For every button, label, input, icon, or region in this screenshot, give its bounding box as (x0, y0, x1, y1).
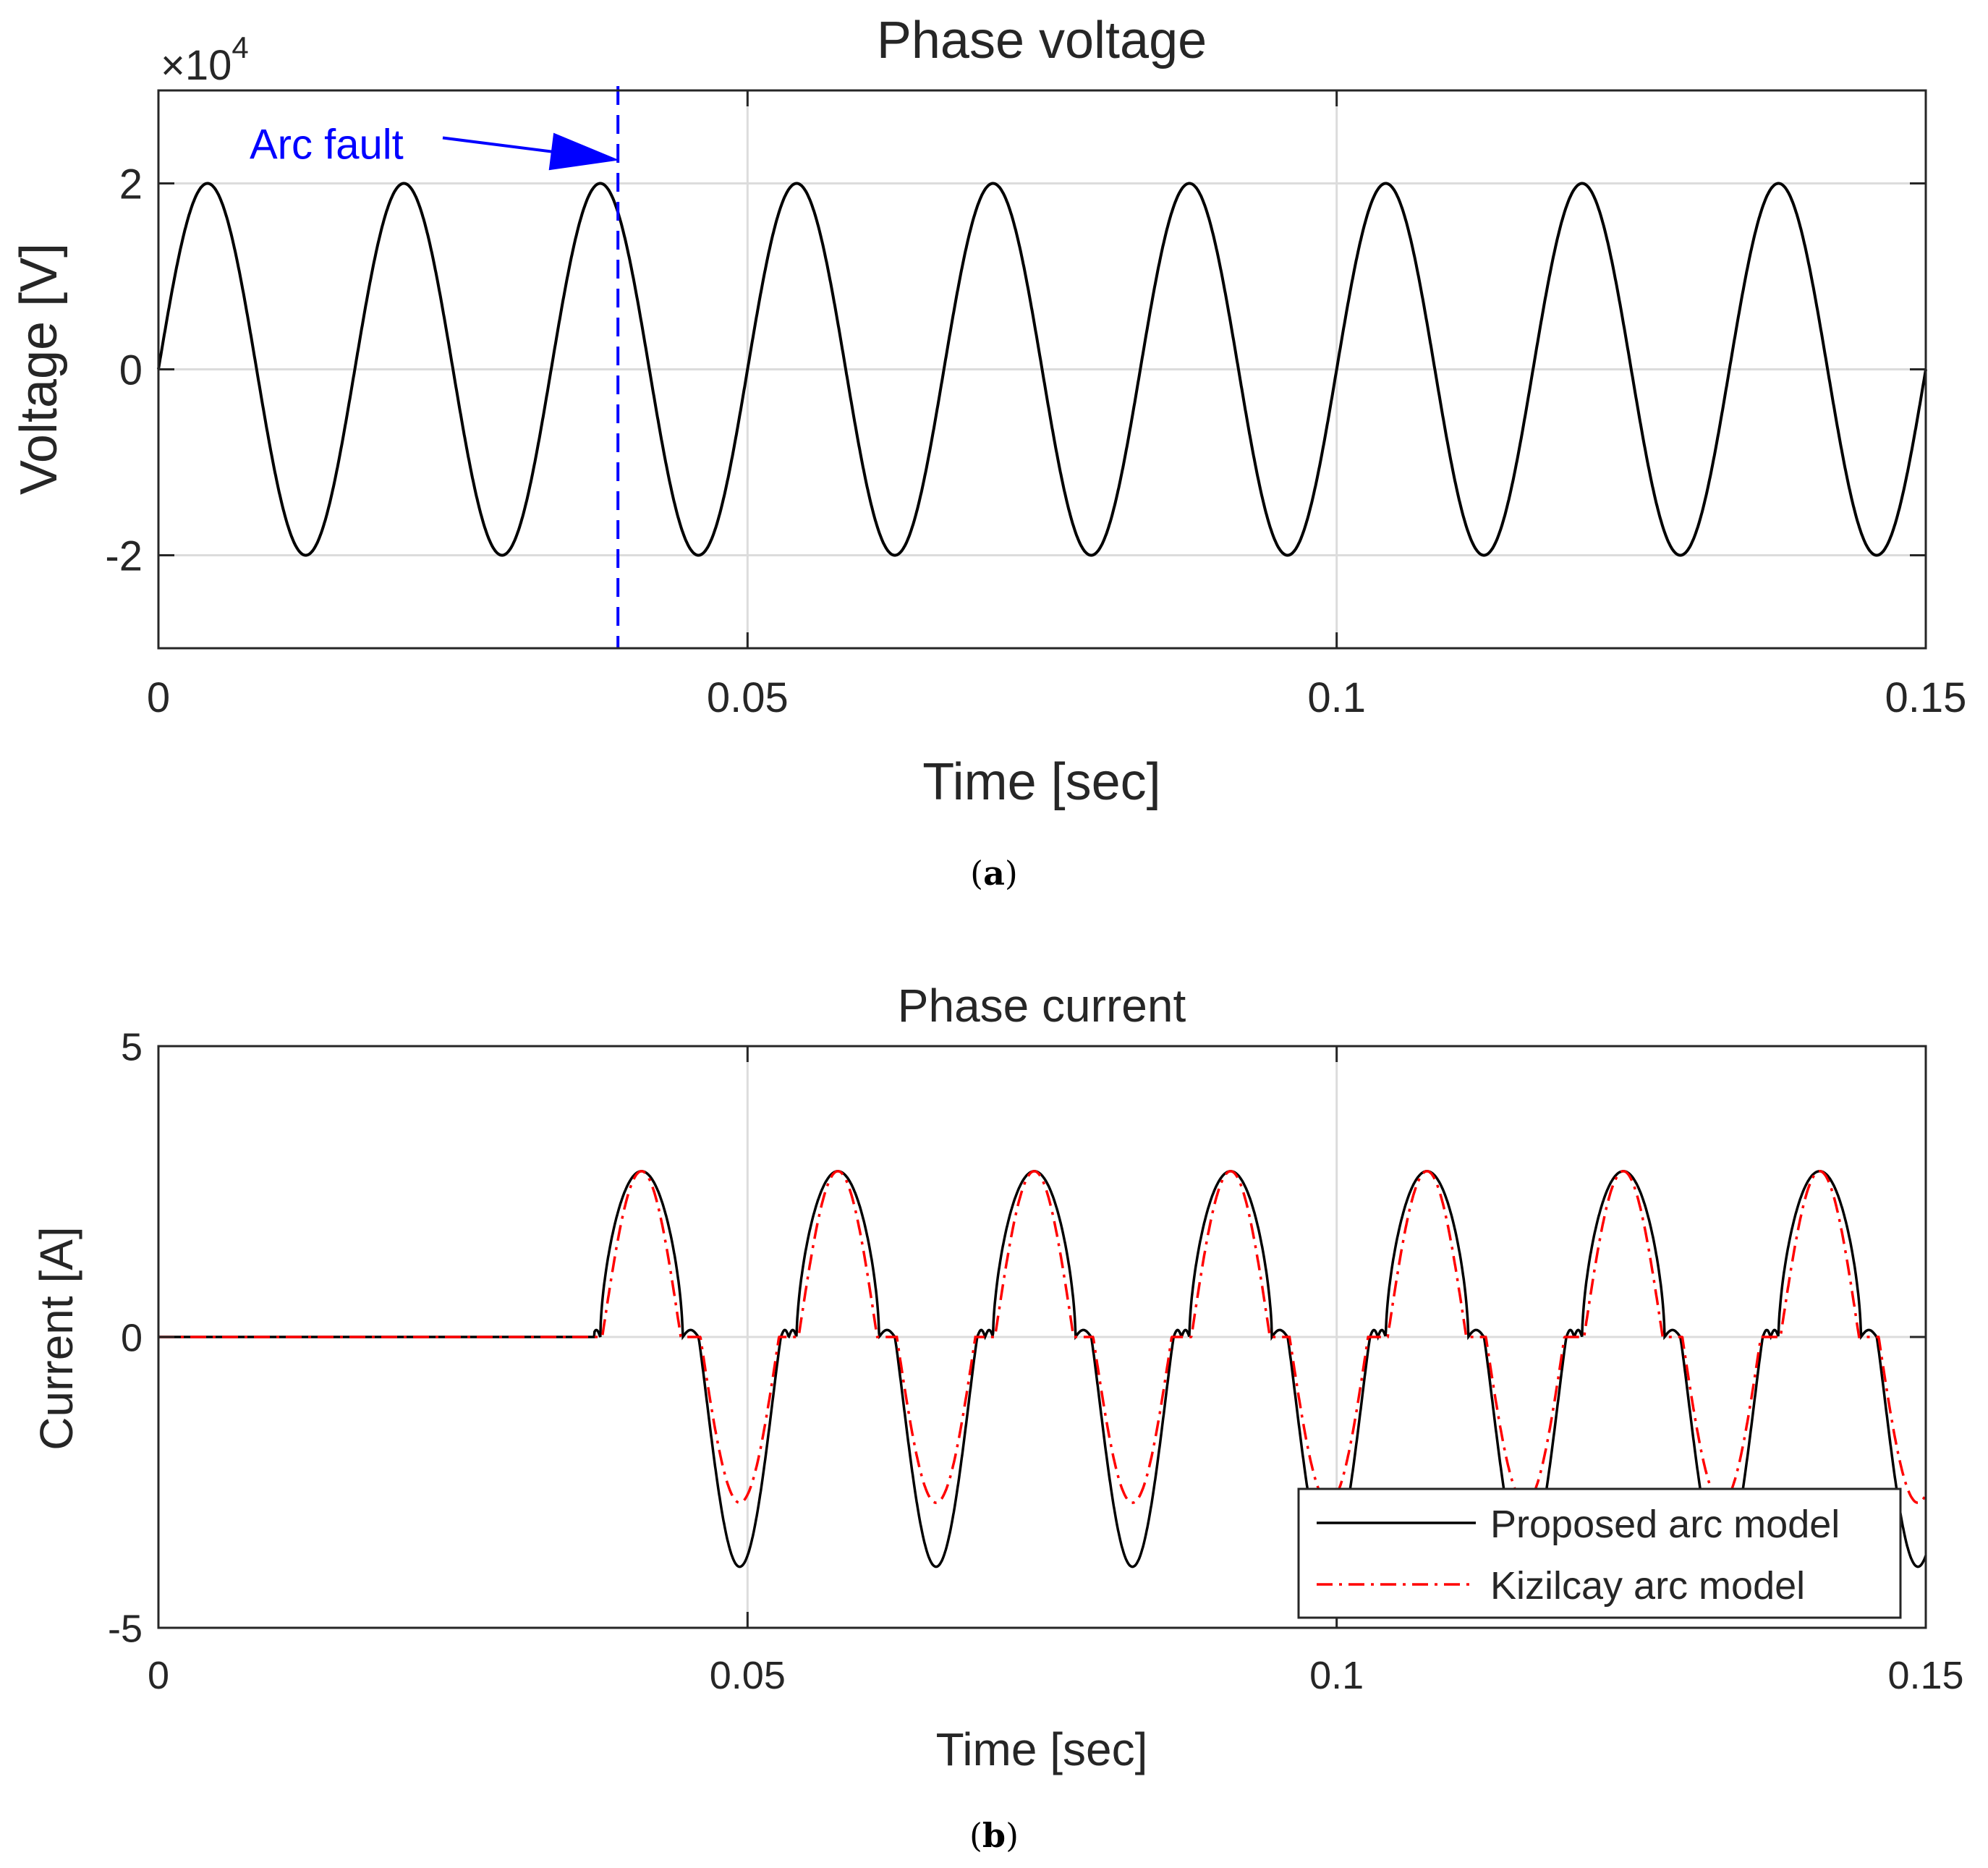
chart-phase-current: 0 0.05 0.1 0.15-505 Proposed arc model Kizi… (30, 980, 1964, 1775)
chart-a-ytick-label: 2 (119, 161, 143, 208)
chart-a-ytick-label: 0 (119, 347, 143, 394)
series-voltage (157, 182, 1927, 557)
legend-entry-kizilcay: Kizilcay arc model (1490, 1564, 1805, 1608)
chart-a-xtick-label: 0.05 (707, 674, 789, 721)
caption-a: (a) (970, 854, 1018, 893)
chart-b-ytick-label: 0 (121, 1316, 143, 1359)
arc-fault-label: Arc fault (250, 122, 404, 169)
legend-box (1297, 1487, 1902, 1619)
chart-b-ytick-label: 5 (121, 1025, 143, 1069)
legend-entry-proposed: Proposed arc model (1490, 1503, 1840, 1546)
chart-b-xtick-label: 0.15 (1887, 1654, 1963, 1697)
chart-a-title: Phase voltage (877, 12, 1207, 69)
ticks-b: 0 0.05 0.1 0.15-505 (108, 1025, 1964, 1697)
chart-a-xlabel: Time [sec] (922, 753, 1160, 811)
chart-b-xtick-label: 0.1 (1309, 1654, 1364, 1697)
chart-b-ytick-label: -5 (108, 1607, 143, 1650)
chart-phase-voltage: Arc fault 0 0.05 0.1 0.15 -2 0 2 Phase voltage… (10, 12, 1966, 811)
chart-a-exponent: ×104 (161, 30, 249, 89)
chart-b-ylabel: Current [A] (30, 1226, 82, 1450)
chart-a-xtick-label: 0.15 (1885, 674, 1967, 721)
chart-b-title: Phase current (898, 980, 1186, 1032)
chart-a-ylabel: Voltage [V] (10, 243, 68, 495)
chart-a-ytick-label: -2 (105, 532, 143, 579)
caption-b: (b) (969, 1816, 1019, 1855)
chart-b-xtick-label: 0 (148, 1654, 169, 1697)
series-kizilcay-arc-model (158, 1170, 1927, 1504)
ticks-a: 0 0.05 0.1 0.15 -2 0 2 (105, 90, 1966, 721)
chart-b-xlabel: Time [sec] (936, 1723, 1148, 1775)
arc-fault-arrowhead (548, 132, 620, 171)
chart-a-xtick-label: 0 (147, 674, 170, 721)
chart-b-xtick-label: 0.05 (710, 1654, 786, 1697)
legend: Proposed arc model Kizilcay arc model (1297, 1487, 1902, 1619)
chart-a-xtick-label: 0.1 (1307, 674, 1366, 721)
